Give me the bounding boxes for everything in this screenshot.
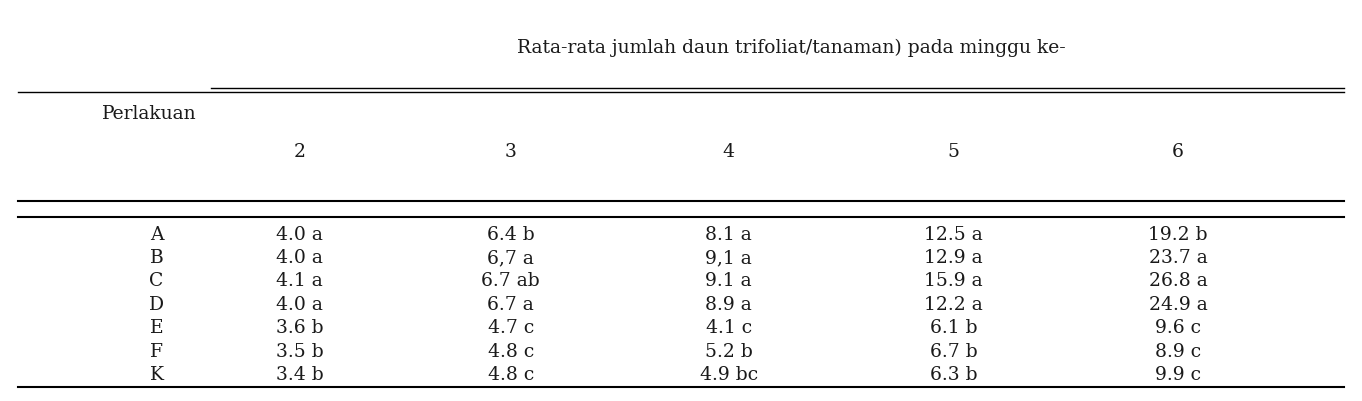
Text: 2: 2 <box>294 144 305 161</box>
Text: C: C <box>150 272 163 290</box>
Text: 9.1 a: 9.1 a <box>706 272 752 290</box>
Text: 8.9 c: 8.9 c <box>1155 342 1201 360</box>
Text: 12.9 a: 12.9 a <box>923 249 983 267</box>
Text: 12.2 a: 12.2 a <box>923 296 983 314</box>
Text: 6.3 b: 6.3 b <box>930 366 977 384</box>
Text: 23.7 a: 23.7 a <box>1148 249 1208 267</box>
Text: 9.9 c: 9.9 c <box>1155 366 1201 384</box>
Text: 4.9 bc: 4.9 bc <box>700 366 757 384</box>
Text: F: F <box>150 342 163 360</box>
Text: 4.0 a: 4.0 a <box>276 249 323 267</box>
Text: Rata-rata jumlah daun trifoliat/tanaman) pada minggu ke-: Rata-rata jumlah daun trifoliat/tanaman)… <box>518 39 1065 57</box>
Text: 6: 6 <box>1173 144 1184 161</box>
Text: E: E <box>150 319 163 337</box>
Text: 4.1 c: 4.1 c <box>706 319 752 337</box>
Text: 26.8 a: 26.8 a <box>1148 272 1208 290</box>
Text: 12.5 a: 12.5 a <box>923 226 983 243</box>
Text: Perlakuan: Perlakuan <box>102 105 196 123</box>
Text: 3.6 b: 3.6 b <box>276 319 323 337</box>
Text: 4.1 a: 4.1 a <box>276 272 323 290</box>
Text: 6.7 a: 6.7 a <box>488 296 534 314</box>
Text: 8.9 a: 8.9 a <box>706 296 752 314</box>
Text: 5.2 b: 5.2 b <box>704 342 753 360</box>
Text: 5: 5 <box>948 144 959 161</box>
Text: 6.7 b: 6.7 b <box>929 342 978 360</box>
Text: 4.0 a: 4.0 a <box>276 226 323 243</box>
Text: D: D <box>148 296 165 314</box>
Text: 4.8 c: 4.8 c <box>488 342 534 360</box>
Text: B: B <box>150 249 163 267</box>
Text: 4.0 a: 4.0 a <box>276 296 323 314</box>
Text: 8.1 a: 8.1 a <box>706 226 752 243</box>
Text: 6.7 ab: 6.7 ab <box>481 272 541 290</box>
Text: 4.7 c: 4.7 c <box>488 319 534 337</box>
Text: 9.6 c: 9.6 c <box>1155 319 1201 337</box>
Text: 3.5 b: 3.5 b <box>275 342 324 360</box>
Text: 6.4 b: 6.4 b <box>486 226 535 243</box>
Text: 3.4 b: 3.4 b <box>275 366 324 384</box>
Text: A: A <box>150 226 163 243</box>
Text: 3: 3 <box>505 144 516 161</box>
Text: 15.9 a: 15.9 a <box>923 272 983 290</box>
Text: 19.2 b: 19.2 b <box>1148 226 1208 243</box>
Text: 6.1 b: 6.1 b <box>930 319 977 337</box>
Text: 6,7 a: 6,7 a <box>488 249 534 267</box>
Text: 4.8 c: 4.8 c <box>488 366 534 384</box>
Text: 9,1 a: 9,1 a <box>706 249 752 267</box>
Text: K: K <box>150 366 163 384</box>
Text: 24.9 a: 24.9 a <box>1148 296 1208 314</box>
Text: 4: 4 <box>723 144 734 161</box>
